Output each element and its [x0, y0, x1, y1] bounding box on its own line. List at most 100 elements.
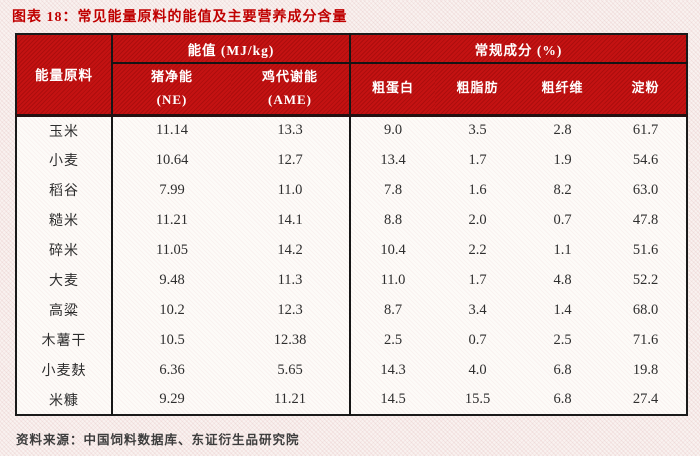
table-row: 木薯干 10.5 12.38 2.5 0.7 2.5 71.6 [16, 325, 687, 355]
material-name-cell: 玉米 [49, 124, 79, 140]
starch-cell: 19.8 [632, 361, 659, 378]
starch-cell: 52.2 [632, 271, 659, 288]
crude-protein-cell: 7.8 [349, 175, 435, 205]
crude-fiber-cell: 2.5 [553, 331, 572, 348]
column-header-pig-net-energy: 猪净能 (NE) [111, 63, 231, 117]
chicken-metabolizable-energy-cell: 14.1 [277, 211, 303, 228]
chicken-metabolizable-energy-cell: 11.21 [273, 391, 307, 407]
crude-protein-cell: 14.3 [349, 355, 435, 385]
energy-materials-table: 能量原料 能值 (MJ/kg) 常规成分 (%) 猪净能 (NE) 鸡代谢能 (… [15, 33, 688, 416]
subheader-line: 猪净能 [150, 69, 193, 84]
chicken-metabolizable-energy-cell: 11.3 [277, 271, 303, 288]
crude-fiber-cell: 0.7 [553, 211, 572, 228]
starch-cell: 54.6 [632, 151, 659, 168]
column-header-crude-fiber: 粗纤维 [520, 63, 605, 117]
subheader-line: 鸡代谢能 [261, 69, 318, 84]
crude-fiber-cell: 1.9 [553, 151, 572, 168]
crude-fiber-cell: 1.1 [553, 241, 572, 258]
pig-net-energy-cell: 9.29 [111, 385, 231, 415]
starch-cell: 63.0 [632, 181, 659, 198]
figure-title: 图表 18：常见能量原料的能值及主要营养成分含量 [12, 10, 348, 25]
starch-cell: 47.8 [632, 211, 659, 228]
crude-protein-cell: 13.4 [349, 145, 435, 175]
chicken-metabolizable-energy-cell: 14.2 [277, 241, 303, 258]
column-header-material: 能量原料 [16, 34, 112, 117]
material-name-cell: 糙米 [49, 214, 79, 229]
pig-net-energy-cell: 9.48 [111, 265, 231, 295]
material-name-cell: 大麦 [49, 274, 79, 289]
crude-protein-cell: 2.5 [349, 325, 435, 355]
pig-net-energy-cell: 11.05 [111, 235, 231, 265]
subheader-line: (NE) [156, 91, 188, 107]
table-row: 小麦 10.64 12.7 13.4 1.7 1.9 54.6 [16, 145, 687, 175]
column-group-energy-value: 能值 (MJ/kg) [111, 34, 350, 64]
crude-fat-cell: 0.7 [468, 331, 487, 348]
crude-fiber-cell: 4.8 [553, 271, 572, 288]
material-name-cell: 小麦 [49, 154, 79, 169]
pig-net-energy-cell: 11.14 [111, 115, 231, 145]
table-row: 糙米 11.21 14.1 8.8 2.0 0.7 47.8 [16, 205, 687, 235]
pig-net-energy-cell: 6.36 [111, 355, 231, 385]
crude-fat-cell: 3.4 [468, 301, 487, 318]
crude-protein-cell: 14.5 [349, 385, 435, 415]
table-row: 小麦麸 6.36 5.65 14.3 4.0 6.8 19.8 [16, 355, 687, 385]
column-header-chicken-metabolizable-energy: 鸡代谢能 (AME) [231, 63, 350, 117]
crude-protein-cell: 10.4 [349, 235, 435, 265]
crude-fat-cell: 1.6 [468, 181, 487, 198]
pig-net-energy-cell: 10.64 [111, 145, 231, 175]
column-header-crude-fat: 粗脂肪 [435, 63, 520, 117]
crude-fiber-cell: 6.8 [553, 391, 572, 407]
crude-fat-cell: 3.5 [468, 122, 487, 139]
crude-fat-cell: 2.0 [468, 211, 487, 228]
chicken-metabolizable-energy-cell: 12.7 [277, 151, 303, 168]
crude-protein-cell: 8.7 [349, 295, 435, 325]
starch-cell: 61.7 [632, 122, 659, 139]
starch-cell: 68.0 [632, 301, 659, 318]
header-sub-row: 猪净能 (NE) 鸡代谢能 (AME) 粗蛋白 粗脂肪 粗纤维 淀粉 [16, 63, 687, 117]
crude-fat-cell: 2.2 [468, 241, 487, 258]
material-name-cell: 木薯干 [41, 334, 87, 349]
chicken-metabolizable-energy-cell: 12.3 [277, 301, 303, 318]
starch-cell: 27.4 [632, 391, 659, 407]
crude-fiber-cell: 6.8 [553, 361, 572, 378]
chicken-metabolizable-energy-cell: 11.0 [277, 181, 303, 198]
crude-fiber-cell: 8.2 [553, 181, 572, 198]
pig-net-energy-cell: 10.2 [111, 295, 231, 325]
table-row: 稻谷 7.99 11.0 7.8 1.6 8.2 63.0 [16, 175, 687, 205]
column-group-nutrient-content: 常规成分 (%) [349, 34, 687, 64]
crude-protein-cell: 11.0 [349, 265, 435, 295]
material-name-cell: 小麦麸 [41, 364, 87, 379]
table-row: 米糠 9.29 11.21 14.5 15.5 6.8 27.4 [16, 385, 687, 415]
crude-protein-cell: 9.0 [349, 115, 435, 145]
starch-cell: 51.6 [632, 241, 659, 258]
table-row: 玉米 11.14 13.3 9.0 3.5 2.8 61.7 [16, 115, 687, 145]
chicken-metabolizable-energy-cell: 13.3 [277, 122, 303, 139]
pig-net-energy-cell: 7.99 [111, 175, 231, 205]
data-source-note: 资料来源：中国饲料数据库、东证衍生品研究院 [16, 433, 300, 447]
crude-fat-cell: 4.0 [468, 361, 487, 378]
material-name-cell: 米糠 [49, 393, 79, 409]
chicken-metabolizable-energy-cell: 5.65 [277, 361, 303, 378]
table-header: 能量原料 能值 (MJ/kg) 常规成分 (%) 猪净能 (NE) 鸡代谢能 (… [16, 34, 687, 117]
table-row: 大麦 9.48 11.3 11.0 1.7 4.8 52.2 [16, 265, 687, 295]
material-name-cell: 稻谷 [49, 184, 79, 199]
crude-fat-cell: 1.7 [468, 271, 487, 288]
crude-fat-cell: 15.5 [464, 391, 491, 407]
column-header-starch: 淀粉 [605, 63, 687, 117]
table-row: 高粱 10.2 12.3 8.7 3.4 1.4 68.0 [16, 295, 687, 325]
crude-fiber-cell: 1.4 [553, 301, 572, 318]
crude-fiber-cell: 2.8 [553, 122, 572, 139]
material-name-cell: 高粱 [49, 304, 79, 319]
subheader-line: (AME) [268, 91, 312, 107]
table-body: 玉米 11.14 13.3 9.0 3.5 2.8 61.7 小麦 10.64 … [16, 115, 687, 415]
crude-fat-cell: 1.7 [468, 151, 487, 168]
material-name-cell: 碎米 [49, 244, 79, 259]
pig-net-energy-cell: 10.5 [111, 325, 231, 355]
table-row: 碎米 11.05 14.2 10.4 2.2 1.1 51.6 [16, 235, 687, 265]
pig-net-energy-cell: 11.21 [111, 205, 231, 235]
crude-protein-cell: 8.8 [349, 205, 435, 235]
header-group-row: 能量原料 能值 (MJ/kg) 常规成分 (%) [16, 34, 687, 117]
starch-cell: 71.6 [632, 331, 659, 348]
column-header-crude-protein: 粗蛋白 [349, 63, 435, 117]
